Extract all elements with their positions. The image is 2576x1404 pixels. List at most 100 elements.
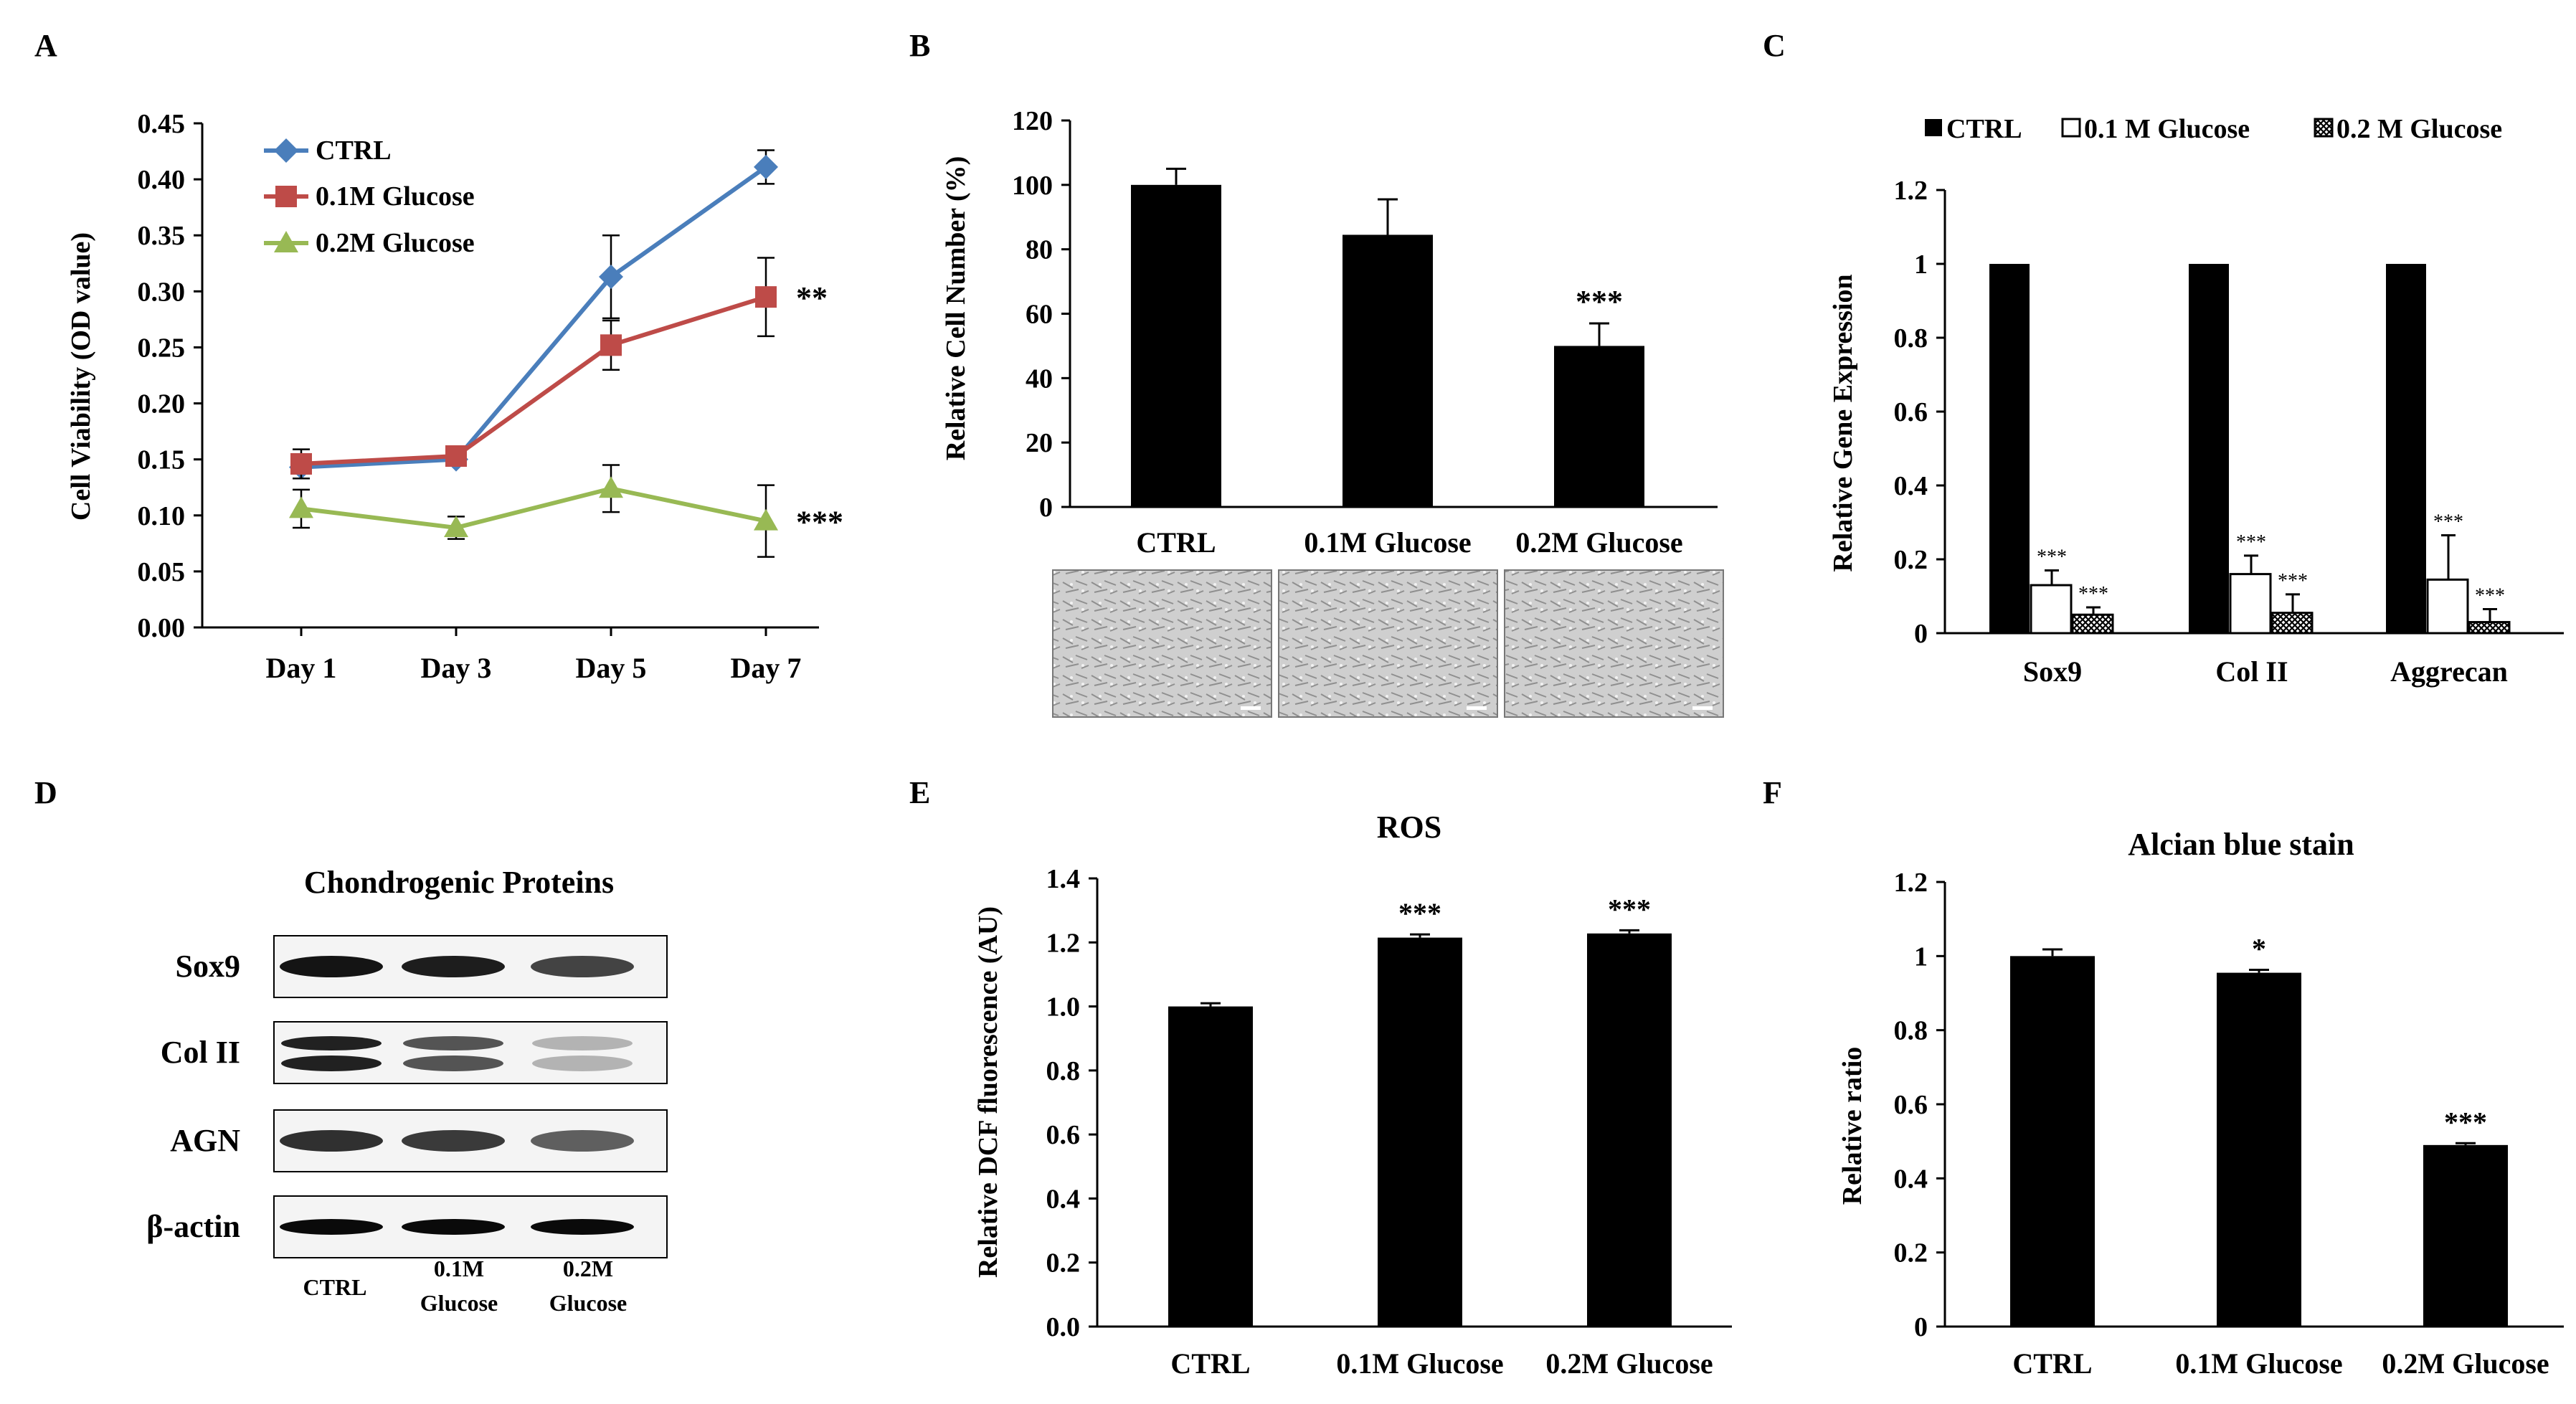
significance-label: ***: [2475, 585, 2505, 607]
y-tick-label: 0.8: [1894, 323, 1928, 354]
significance-label: ***: [1576, 284, 1623, 319]
bar: [1378, 937, 1462, 1327]
y-tick-label: 80: [1026, 235, 1053, 265]
chart-b-y-axis-label: Relative Cell Number (%): [941, 156, 971, 461]
legend-ctrl-swatch: [1925, 119, 1942, 136]
blot-row-label: β-actin: [146, 1209, 240, 1244]
y-tick-label: 0.45: [138, 109, 186, 139]
blot-band: [281, 1056, 382, 1071]
chart-e-title: ROS: [1377, 810, 1441, 845]
y-tick-label: 40: [1026, 364, 1053, 394]
y-tick-label: 0.30: [138, 277, 186, 307]
bar: [2423, 1144, 2508, 1327]
y-tick-label: 0.25: [138, 333, 186, 363]
blot-lane-label: CTRL: [303, 1274, 367, 1300]
micrograph-01-glucose: [1278, 569, 1498, 718]
x-tick-label: 0.2M Glucose: [1545, 1347, 1713, 1380]
significance-label: ***: [796, 505, 843, 540]
y-tick-label: 120: [1012, 106, 1053, 136]
legend-ctrl-label: CTRL: [316, 136, 392, 166]
y-tick-label: 0: [1039, 493, 1053, 523]
bar: [2270, 612, 2314, 635]
significance-label: ***: [2078, 583, 2108, 605]
data-point: [754, 154, 778, 179]
significance-label: ***: [2236, 531, 2266, 554]
y-tick-label: 0.6: [1894, 397, 1928, 427]
significance-label: ***: [1398, 897, 1441, 929]
blot-row-label: Sox9: [176, 949, 240, 984]
y-tick-label: 1.2: [1046, 928, 1081, 958]
bar: [2386, 264, 2426, 633]
x-tick-label: CTRL: [1136, 526, 1216, 559]
panel-label-c: C: [1763, 28, 1786, 63]
blot-band: [531, 1130, 634, 1152]
blot-lane-label: 0.1M: [434, 1256, 484, 1281]
legend-ctrl-label: CTRL: [1946, 114, 2022, 144]
y-tick-label: 0.40: [138, 165, 186, 195]
y-tick-label: 0.35: [138, 221, 186, 251]
x-tick-label: Aggrecan: [2390, 655, 2508, 688]
series-line-0: [300, 165, 767, 470]
significance-label: ***: [2278, 570, 2308, 592]
scale-bar: [1692, 706, 1713, 710]
chart-e-y-axis-label: Relative DCF fluorescence (AU): [973, 906, 1003, 1278]
x-tick-label: 0.1M Glucose: [1336, 1347, 1503, 1380]
bar: [1343, 234, 1433, 507]
blot-band: [280, 1130, 383, 1152]
blot-band: [402, 1130, 505, 1152]
y-tick-label: 60: [1026, 300, 1053, 330]
x-tick-label: Sox9: [2023, 655, 2082, 688]
legend-02-label: 0.2M Glucose: [316, 228, 475, 258]
blot-band: [403, 1056, 503, 1071]
panel-label-d: D: [34, 775, 57, 810]
y-tick-label: 1.4: [1046, 864, 1081, 894]
significance-label: **: [796, 280, 828, 316]
blot-band: [531, 1219, 634, 1235]
x-tick-label: 0.2M Glucose: [1515, 526, 1682, 559]
y-tick-label: 1: [1914, 941, 1928, 972]
bar: [2030, 584, 2073, 635]
y-tick-label: 100: [1012, 171, 1053, 201]
blot-band: [402, 956, 505, 977]
bar: [1587, 933, 1672, 1327]
data-point: [754, 508, 778, 531]
bar: [1131, 184, 1221, 507]
y-tick-label: 0.10: [138, 501, 186, 531]
y-tick-label: 0: [1914, 1312, 1928, 1342]
blot-band: [280, 1219, 383, 1235]
x-tick-label: Col II: [2215, 655, 2288, 688]
y-tick-label: 1.2: [1894, 868, 1928, 898]
micrograph-02-glucose: [1504, 569, 1724, 718]
y-tick-label: 0.2: [1894, 1238, 1928, 1268]
legend-01-swatch: [2061, 118, 2081, 138]
western-blot: Chondrogenic Proteins Sox9 Col II AGN β-act…: [146, 865, 668, 1316]
y-tick-label: 0.4: [1046, 1184, 1081, 1214]
legend-01-label: 0.1M Glucose: [316, 181, 475, 212]
blot-lane-label: Glucose: [420, 1290, 498, 1316]
chart-a-y-axis-label: Cell Viability (OD value): [66, 232, 96, 521]
legend-marker: [274, 231, 298, 252]
bar: [2217, 972, 2301, 1327]
series-line-1: [300, 295, 767, 466]
panel-label-a: A: [34, 28, 57, 63]
y-tick-label: 0.6: [1046, 1120, 1081, 1150]
blot-row-label: AGN: [170, 1123, 240, 1158]
scale-bar: [1241, 706, 1261, 710]
bar: [2189, 264, 2229, 633]
x-tick-label: Day 1: [266, 652, 337, 684]
bar: [1554, 346, 1644, 507]
data-point: [445, 445, 467, 467]
blot-band: [402, 1219, 505, 1235]
data-point: [599, 265, 623, 290]
bar: [2229, 573, 2272, 635]
bar: [2010, 956, 2095, 1327]
x-tick-label: 0.2M Glucose: [2382, 1347, 2549, 1380]
blot-band: [281, 1036, 382, 1050]
y-tick-label: 0.8: [1894, 1016, 1928, 1046]
significance-label: ***: [2444, 1106, 2487, 1138]
x-tick-label: Day 7: [731, 652, 802, 684]
panel-label-f: F: [1763, 775, 1782, 810]
significance-label: *: [2252, 932, 2266, 964]
data-point: [444, 515, 468, 537]
